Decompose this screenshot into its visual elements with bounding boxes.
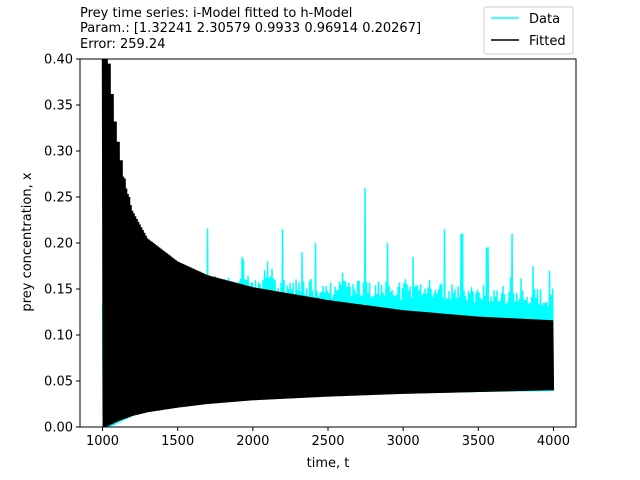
legend-label-data: Data (529, 12, 560, 27)
x-tick-label: 1500 (161, 434, 194, 449)
y-tick-label: 0.40 (44, 53, 73, 68)
axes: 1000 1500 2000 2500 3000 3500 4000 0.00 0.05 0.10… (44, 53, 577, 449)
x-tick-label: 2500 (311, 434, 344, 449)
chart-title: Prey time series: i-Model fitted to h-Mo… (80, 6, 421, 52)
x-tick-label: 2000 (236, 434, 269, 449)
y-tick-label: 0.05 (44, 375, 73, 390)
y-tick-label: 0.10 (44, 329, 73, 344)
y-tick-label: 0.15 (44, 283, 73, 298)
x-axis-label: time, t (307, 456, 350, 471)
y-axis-label: prey concentration, x (20, 172, 35, 311)
y-tick-label: 0.00 (44, 421, 73, 436)
plot-area (101, 59, 555, 427)
y-tick-label: 0.25 (44, 191, 73, 206)
series-line-fitted (101, 59, 555, 427)
legend-label-fitted: Fitted (529, 34, 566, 49)
chart-title-line-2: Param.: [1.32241 2.30579 0.9933 0.96914 … (80, 21, 421, 36)
y-tick-label: 0.35 (44, 99, 73, 114)
x-tick-label: 4000 (537, 434, 570, 449)
legend: Data Fitted (483, 6, 574, 55)
y-tick-label: 0.30 (44, 145, 73, 160)
x-tick-label: 3500 (462, 434, 495, 449)
y-tick-label: 0.20 (44, 237, 73, 252)
chart-title-line-1: Prey time series: i-Model fitted to h-Mo… (80, 6, 352, 21)
x-tick-label: 3000 (387, 434, 420, 449)
x-tick-label: 1000 (86, 434, 119, 449)
chart-title-line-3: Error: 259.24 (80, 37, 165, 52)
